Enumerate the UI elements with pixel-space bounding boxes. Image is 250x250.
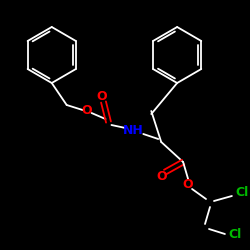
Text: O: O — [156, 170, 166, 182]
Text: NH: NH — [123, 124, 144, 136]
Text: Cl: Cl — [228, 228, 241, 240]
Text: Cl: Cl — [235, 186, 248, 198]
Text: O: O — [183, 178, 194, 190]
Text: O: O — [96, 90, 107, 102]
Text: O: O — [81, 104, 92, 117]
